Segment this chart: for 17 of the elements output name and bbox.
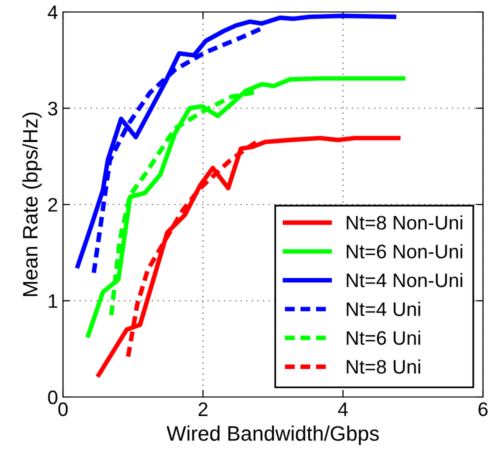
x-tick-label: 2 [198,402,208,416]
legend-label: Nt=4 Non-Uni [346,272,462,288]
legend-label: Nt=8 Uni [346,359,420,374]
x-tick-label: 4 [338,402,348,416]
y-tick-label: 2 [48,198,58,212]
x-axis-title: Wired Bandwidth/Gbps [166,426,379,445]
x-tick-label: 0 [58,402,68,416]
y-tick-label: 0 [48,390,58,404]
y-tick-label: 3 [48,102,58,116]
y-tick-label: 4 [48,6,58,20]
legend-label: Nt=6 Uni [346,330,420,345]
y-tick-label: 1 [48,294,58,308]
legend-label: Nt=8 Non-Uni [346,215,462,230]
x-tick-label: 6 [478,402,488,416]
legend-label: Nt=4 Uni [346,302,420,316]
y-axis-title: Mean Rate (bps/Hz) [22,112,42,296]
legend-label: Nt=6 Non-Uni [346,244,462,258]
